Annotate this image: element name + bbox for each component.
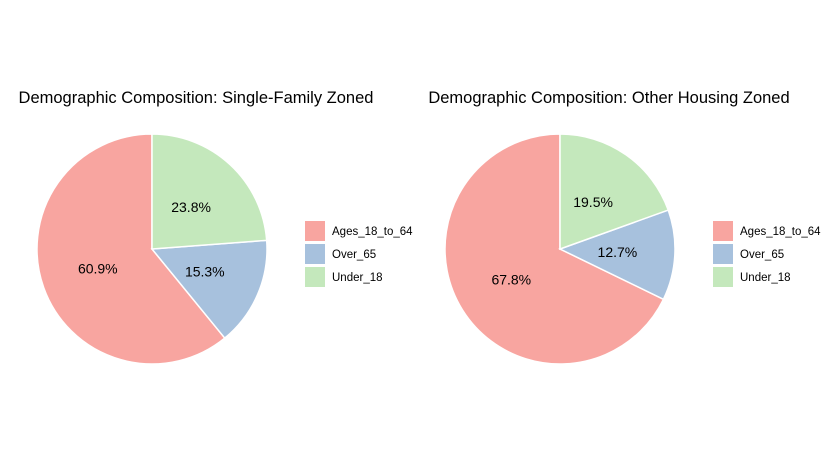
legend-swatch-over-65 xyxy=(305,244,325,264)
legend-label-under-18: Under_18 xyxy=(332,272,383,284)
pie-slice-ages-18-to-64 xyxy=(444,133,665,365)
legend-swatch-ages-18-to-64 xyxy=(305,221,325,241)
legend-swatch-under-18 xyxy=(713,267,733,287)
pie-panel-single-family: Demographic Composition: Single-Family Z… xyxy=(19,89,413,365)
pie-slice-over-65 xyxy=(558,209,676,301)
pie-slices xyxy=(36,133,268,365)
pie-slice-under-18 xyxy=(151,133,268,250)
pie-slices xyxy=(444,133,676,365)
legend-swatch-ages-18-to-64 xyxy=(713,221,733,241)
chart-title: Demographic Composition: Single-Family Z… xyxy=(19,89,374,107)
pie-label-over-65: 15.3% xyxy=(185,264,225,280)
legend-label-under-18: Under_18 xyxy=(740,272,791,284)
legend-label-over-65: Over_65 xyxy=(332,249,376,261)
pie-panel-other-housing: Demographic Composition: Other Housing Z… xyxy=(428,89,821,365)
pie-label-over-65: 12.7% xyxy=(598,244,638,260)
pie-label-under-18: 19.5% xyxy=(573,194,613,210)
legend-label-ages-18-to-64: Ages_18_to_64 xyxy=(740,226,821,238)
chart-title: Demographic Composition: Other Housing Z… xyxy=(428,89,789,107)
pie-slice-ages-18-to-64 xyxy=(36,133,226,365)
pie-label-under-18: 23.8% xyxy=(171,199,211,215)
pie-label-ages-18-to-64: 60.9% xyxy=(78,260,118,276)
pie-slice-under-18 xyxy=(559,133,670,251)
legend-swatch-over-65 xyxy=(713,244,733,264)
legend-label-ages-18-to-64: Ages_18_to_64 xyxy=(332,226,413,238)
legend: Ages_18_to_64 Over_65 Under_18 xyxy=(713,221,821,287)
legend-label-over-65: Over_65 xyxy=(740,249,784,261)
legend-swatch-under-18 xyxy=(305,267,325,287)
pie-slice-labels: 67.8% 12.7% 19.5% xyxy=(491,194,637,288)
pie-slice-over-65 xyxy=(150,239,268,340)
pie-slice-labels: 60.9% 15.3% 23.8% xyxy=(78,199,225,280)
pie-label-ages-18-to-64: 67.8% xyxy=(491,272,531,288)
legend: Ages_18_to_64 Over_65 Under_18 xyxy=(305,221,413,287)
